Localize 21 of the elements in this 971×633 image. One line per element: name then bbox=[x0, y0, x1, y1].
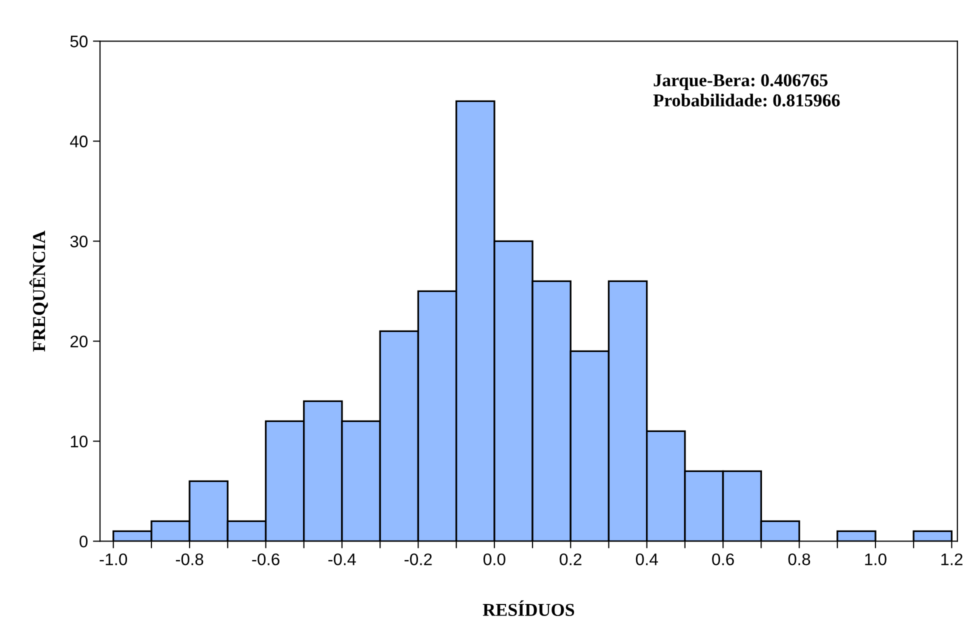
y-tick-label: 0 bbox=[80, 536, 88, 548]
y-axis-title: FREQUÊNCIA bbox=[29, 230, 48, 352]
x-tick-label: -0.8 bbox=[176, 553, 204, 566]
y-tick-label: 40 bbox=[70, 136, 88, 148]
x-tick-label: 1.0 bbox=[865, 553, 886, 566]
y-tick-label: 30 bbox=[70, 236, 88, 248]
x-tick-label: 0.8 bbox=[788, 553, 810, 566]
x-tick-label: -0.6 bbox=[252, 553, 280, 566]
x-axis-title: RESÍDUOS bbox=[482, 600, 574, 616]
y-tick-label: 20 bbox=[70, 336, 88, 348]
annotation: Jarque-Bera: 0.406765 Probabilidade: 0.815966 bbox=[653, 74, 840, 107]
x-tick-label: -1.0 bbox=[100, 553, 128, 566]
x-tick-label: 1.2 bbox=[941, 553, 962, 566]
x-tick-label: 0.2 bbox=[560, 553, 582, 566]
x-tick-label: -0.2 bbox=[404, 553, 432, 566]
y-tick-label: 10 bbox=[70, 436, 88, 448]
x-tick-label: 0.6 bbox=[712, 553, 734, 566]
x-tick-label: -0.4 bbox=[328, 553, 356, 566]
x-tick-label: 0.4 bbox=[636, 553, 658, 566]
y-tick-label: 50 bbox=[70, 36, 88, 48]
x-tick-label: 0.0 bbox=[483, 553, 506, 566]
